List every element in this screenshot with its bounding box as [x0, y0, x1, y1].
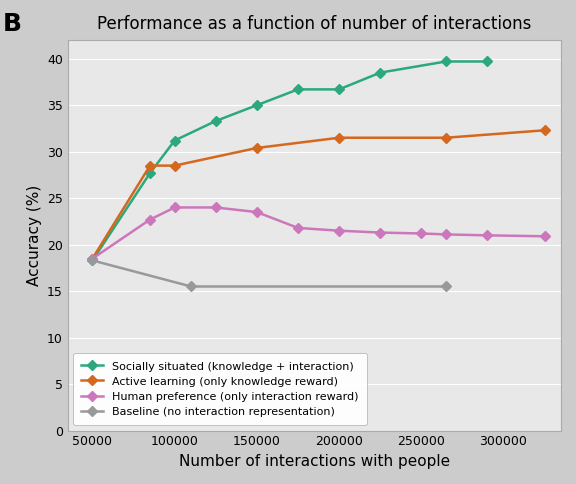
Socially situated (knowledge + interaction): [213, 118, 219, 124]
Active learning (only knowledge reward): [171, 163, 178, 168]
Socially situated (knowledge + interaction): [484, 59, 491, 64]
Human preference (only interaction reward): [89, 256, 96, 261]
Line: Active learning (only knowledge reward): Active learning (only knowledge reward): [89, 127, 548, 262]
Baseline (no interaction representation): [188, 284, 195, 289]
Socially situated (knowledge + interaction): [146, 170, 153, 176]
Baseline (no interaction representation): [442, 284, 449, 289]
Human preference (only interaction reward): [377, 229, 384, 235]
Human preference (only interaction reward): [336, 228, 343, 234]
Active learning (only knowledge reward): [146, 163, 153, 168]
Human preference (only interaction reward): [253, 209, 260, 215]
Socially situated (knowledge + interaction): [294, 87, 301, 92]
Active learning (only knowledge reward): [442, 135, 449, 141]
Line: Socially situated (knowledge + interaction): Socially situated (knowledge + interacti…: [89, 58, 491, 264]
Title: Performance as a function of number of interactions: Performance as a function of number of i…: [97, 15, 532, 33]
Socially situated (knowledge + interaction): [442, 59, 449, 64]
Active learning (only knowledge reward): [253, 145, 260, 151]
Socially situated (knowledge + interaction): [336, 87, 343, 92]
Text: B: B: [3, 12, 22, 36]
Active learning (only knowledge reward): [541, 127, 548, 133]
Legend: Socially situated (knowledge + interaction), Active learning (only knowledge rew: Socially situated (knowledge + interacti…: [73, 353, 366, 425]
Line: Human preference (only interaction reward): Human preference (only interaction rewar…: [89, 204, 548, 262]
Socially situated (knowledge + interaction): [171, 137, 178, 143]
Socially situated (knowledge + interaction): [377, 70, 384, 76]
Human preference (only interaction reward): [442, 231, 449, 237]
Line: Baseline (no interaction representation): Baseline (no interaction representation): [89, 257, 449, 290]
Socially situated (knowledge + interaction): [89, 257, 96, 263]
Human preference (only interaction reward): [541, 233, 548, 239]
Human preference (only interaction reward): [484, 232, 491, 238]
Human preference (only interaction reward): [213, 205, 219, 211]
Y-axis label: Accuracy (%): Accuracy (%): [26, 185, 41, 286]
Human preference (only interaction reward): [146, 217, 153, 223]
Human preference (only interaction reward): [418, 230, 425, 236]
X-axis label: Number of interactions with people: Number of interactions with people: [179, 454, 450, 469]
Human preference (only interaction reward): [294, 225, 301, 231]
Active learning (only knowledge reward): [89, 256, 96, 261]
Active learning (only knowledge reward): [336, 135, 343, 141]
Baseline (no interaction representation): [89, 257, 96, 263]
Socially situated (knowledge + interaction): [253, 102, 260, 108]
Human preference (only interaction reward): [171, 205, 178, 211]
